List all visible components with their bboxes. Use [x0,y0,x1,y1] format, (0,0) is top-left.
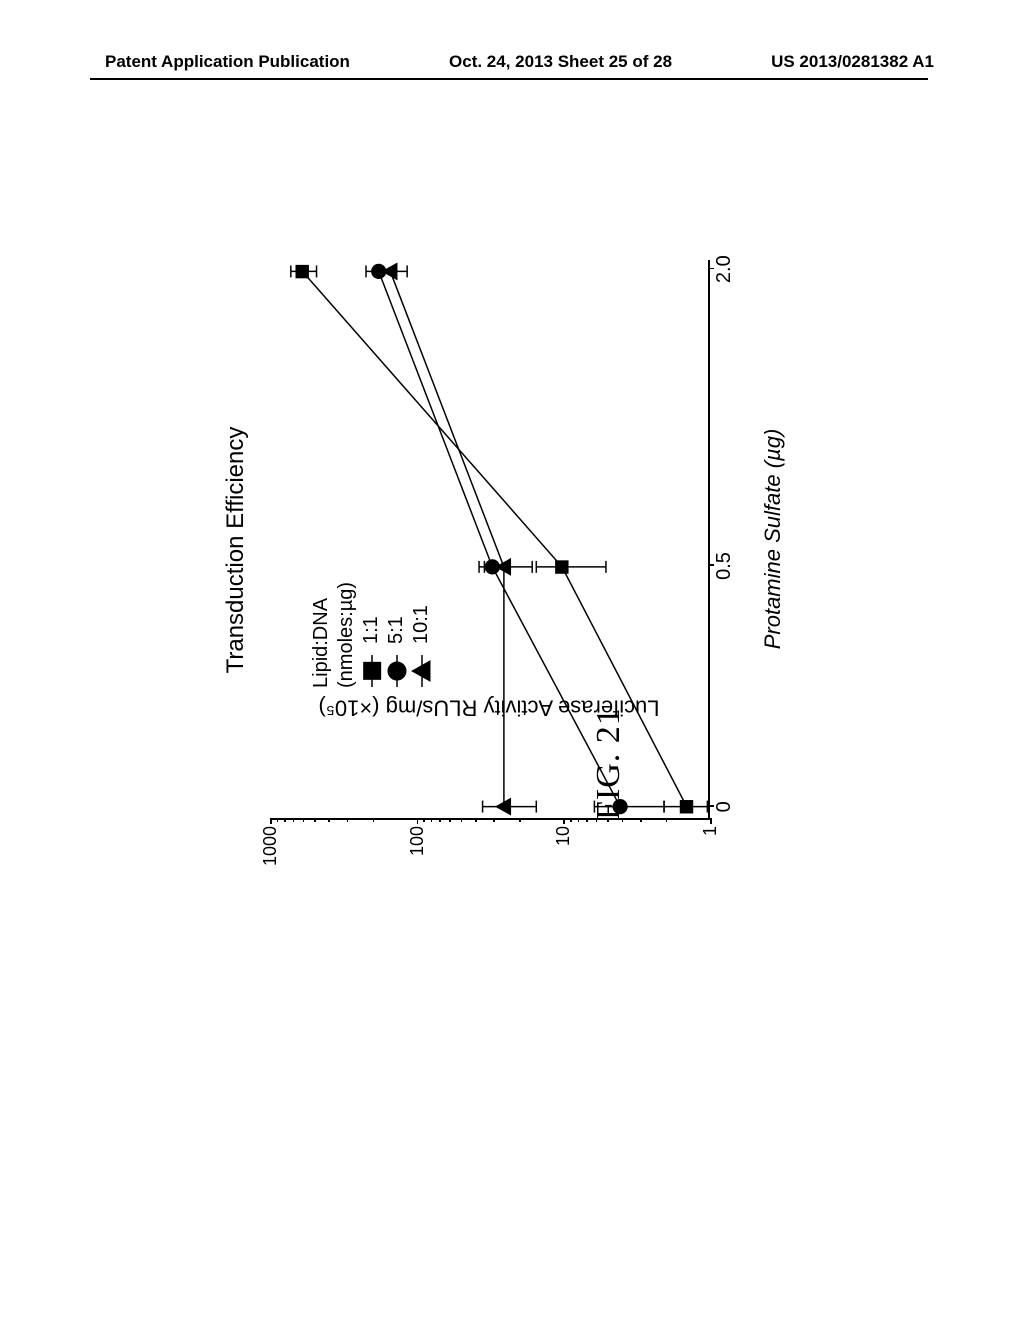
figure-caption: FIG. 21 [590,707,628,820]
series-line [302,271,686,806]
patent-page-header: Patent Application Publication Oct. 24, … [0,52,1024,72]
x-tick-mark [708,565,714,567]
square-marker-icon [295,265,308,278]
y-tick-label: 100 [407,826,428,872]
square-marker-icon [680,800,693,813]
y-minor-tick [314,818,316,822]
y-tick-mark [710,818,712,824]
y-minor-tick [431,818,433,822]
x-tick-label: 2.0 [713,255,736,283]
header-publication-number: US 2013/0281382 A1 [771,52,934,72]
y-tick-mark [417,818,419,824]
x-tick-mark [708,268,714,270]
chart-rotated-wrapper: Transduction Efficiency Luciferase Activ… [230,200,810,900]
x-tick-mark [708,805,714,807]
y-tick-label: 1000 [260,826,281,872]
x-tick-label: 0.5 [713,552,736,580]
y-minor-tick [640,818,642,822]
x-tick-label: 0 [713,801,736,812]
y-minor-tick [586,818,588,822]
y-minor-tick [347,818,349,822]
y-tick-mark [270,818,272,824]
y-minor-tick [277,818,279,822]
y-minor-tick [475,818,477,822]
series-line [390,271,504,806]
y-minor-tick [303,818,305,822]
triangle-marker-icon [495,798,511,816]
y-minor-tick [449,818,451,822]
y-minor-tick [373,818,375,822]
y-minor-tick [293,818,295,822]
triangle-marker-icon [495,558,511,576]
y-tick-label: 10 [553,826,574,872]
header-publication: Patent Application Publication [105,52,350,72]
figure-container: Transduction Efficiency Luciferase Activ… [230,260,810,960]
y-tick-label: 1 [700,826,721,872]
y-minor-tick [666,818,668,822]
chart-svg-layer [270,260,708,818]
y-tick-mark [563,818,565,824]
y-minor-tick [328,818,330,822]
y-minor-tick [284,818,286,822]
y-minor-tick [578,818,580,822]
y-minor-tick [519,818,521,822]
header-divider [90,78,928,80]
y-minor-tick [439,818,441,822]
chart-title: Transduction Efficiency [222,200,250,900]
y-minor-tick [423,818,425,822]
y-minor-tick [570,818,572,822]
x-axis-label: Protamine Sulfate (µg) [760,260,786,818]
y-minor-tick [461,818,463,822]
header-date-sheet: Oct. 24, 2013 Sheet 25 of 28 [449,52,672,72]
plot-area: Luciferase Activity RLUs/mg (×10⁵) Prota… [270,260,710,820]
square-marker-icon [555,560,568,573]
y-minor-tick [493,818,495,822]
series-line [379,271,620,806]
triangle-marker-icon [381,262,397,280]
